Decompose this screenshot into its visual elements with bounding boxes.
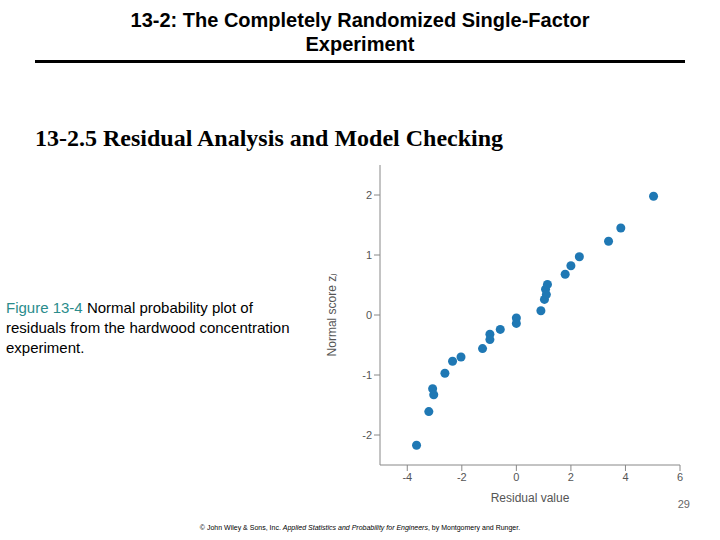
svg-text:Normal score zⱼ: Normal score zⱼ [325, 274, 339, 357]
html-text:29: 29 [677, 498, 690, 510]
html-text:Figure 13-4 Normal probability: Figure 13-4 Normal probability plot of r… [6, 299, 290, 356]
svg-text:-4: -4 [402, 471, 412, 483]
html-text:13-2.5 Residual Analysis and M: 13-2.5 Residual Analysis and Model Check… [35, 125, 504, 151]
svg-text:Residual value: Residual value [491, 491, 570, 505]
svg-text:-2: -2 [457, 471, 467, 483]
svg-text:-2: -2 [362, 429, 372, 441]
html-text:© John Wiley & Sons, Inc. Appl: © John Wiley & Sons, Inc. Applied Statis… [199, 524, 521, 531]
html-text:13-2: The Completely Randomize: 13-2: The Completely Randomized Single-F… [130, 9, 590, 55]
svg-text:-1: -1 [362, 369, 372, 381]
svg-text:0: 0 [513, 471, 519, 483]
svg-text:4: 4 [622, 471, 628, 483]
svg-text:0: 0 [366, 309, 372, 321]
svg-text:2: 2 [568, 471, 574, 483]
svg-text:6: 6 [677, 471, 683, 483]
svg-text:2: 2 [366, 189, 372, 201]
svg-text:1: 1 [366, 249, 372, 261]
